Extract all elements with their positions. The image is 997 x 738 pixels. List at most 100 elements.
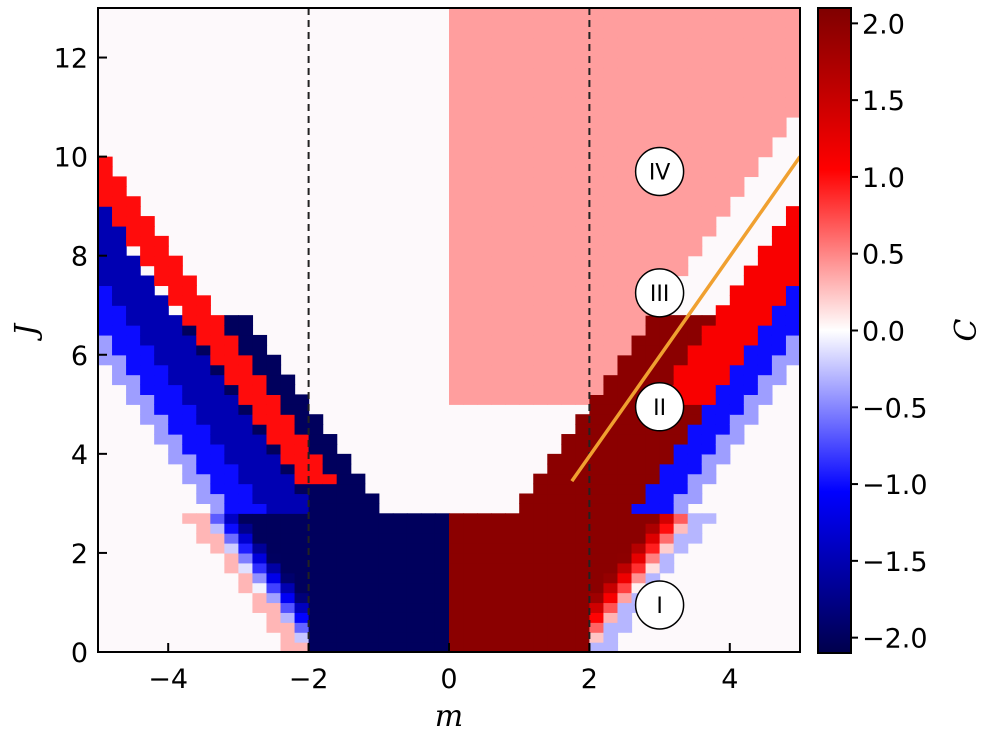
heatmap-cell: [645, 493, 661, 504]
heatmap-cell: [645, 483, 661, 495]
heatmap-cell: [449, 354, 464, 366]
heatmap-cell: [729, 77, 745, 88]
heatmap-cell: [294, 463, 310, 475]
heatmap-cell: [673, 533, 689, 544]
heatmap-cell: [687, 315, 703, 326]
y-tick-label: 2: [71, 539, 88, 570]
heatmap-cell: [743, 354, 759, 366]
heatmap-cell: [701, 216, 717, 227]
heatmap-cell: [519, 552, 534, 564]
heatmap-cell: [575, 602, 590, 613]
heatmap-cell: [617, 87, 633, 98]
heatmap-cell: [771, 344, 787, 356]
heatmap-cell: [519, 216, 534, 227]
heatmap-cell: [280, 503, 296, 514]
heatmap-cell: [519, 285, 534, 296]
heatmap-cell: [617, 503, 633, 514]
heatmap-cell: [589, 473, 605, 485]
y-tick-label: 4: [71, 440, 88, 471]
heatmap-cell: [617, 245, 633, 257]
heatmap-cell: [645, 552, 661, 564]
heatmap-cell: [449, 186, 464, 197]
heatmap-cell: [631, 503, 647, 514]
heatmap-cell: [547, 493, 562, 504]
heatmap-cell: [701, 424, 717, 435]
heatmap-cell: [505, 592, 520, 604]
heatmap-cell: [575, 463, 590, 475]
heatmap-cell: [729, 414, 745, 425]
heatmap-cell: [673, 473, 689, 485]
heatmap-cell: [392, 622, 408, 633]
heatmap-cell: [505, 216, 520, 227]
heatmap-cell: [140, 404, 155, 415]
heatmap-cell: [659, 206, 675, 217]
heatmap-cell: [210, 374, 225, 386]
heatmap-cell: [238, 404, 254, 415]
heatmap-cell: [631, 582, 647, 594]
heatmap-cell: [589, 572, 605, 584]
heatmap-cell: [196, 473, 211, 485]
heatmap-cell: [168, 394, 183, 405]
heatmap-cell: [280, 592, 296, 604]
heatmap-cell: [112, 285, 127, 296]
heatmap-cell: [701, 453, 717, 465]
heatmap-cell: [589, 493, 605, 504]
heatmap-cell: [406, 523, 422, 534]
heatmap-cell: [785, 325, 800, 336]
heatmap-cell: [392, 632, 408, 643]
heatmap-cell: [617, 453, 633, 465]
heatmap-cell: [112, 295, 127, 306]
heatmap-cell: [631, 196, 647, 207]
heatmap-cell: [547, 27, 562, 39]
heatmap-cell: [238, 384, 254, 395]
heatmap-cell: [463, 325, 478, 336]
heatmap-cell: [449, 592, 464, 604]
heatmap-cell: [715, 176, 731, 187]
heatmap-cell: [701, 354, 717, 366]
heatmap-cell: [645, 235, 661, 247]
heatmap-cell: [617, 612, 633, 623]
heatmap-cell: [350, 543, 366, 554]
heatmap-cell: [743, 107, 759, 118]
heatmap-cell: [673, 414, 689, 425]
heatmap-cell: [224, 493, 239, 504]
colorbar-tick-label: 1.0: [862, 163, 905, 194]
heatmap-cell: [266, 483, 282, 495]
heatmap-cell: [575, 642, 590, 652]
heatmap-cell: [463, 642, 478, 652]
heatmap-cell: [519, 315, 534, 326]
x-axis-label: m: [435, 699, 463, 734]
heatmap-cell: [673, 325, 689, 336]
heatmap-cell: [757, 374, 773, 386]
heatmap-cell: [112, 315, 127, 326]
heatmap-cell: [294, 503, 310, 514]
heatmap-cell: [785, 97, 800, 108]
heatmap-cell: [491, 8, 506, 19]
heatmap-cell: [785, 285, 800, 296]
heatmap-cell: [701, 404, 717, 415]
heatmap-cell: [280, 453, 296, 465]
heatmap-cell: [449, 17, 464, 29]
heatmap-cell: [617, 126, 633, 138]
heatmap-cell: [533, 642, 548, 652]
heatmap-cell: [280, 543, 296, 554]
heatmap-cell: [224, 543, 239, 554]
heatmap-cell: [603, 334, 619, 346]
heatmap-cell: [477, 513, 492, 524]
heatmap-cell: [224, 384, 239, 395]
heatmap-cell: [547, 533, 562, 544]
heatmap-cell: [575, 503, 590, 514]
heatmap-cell: [491, 602, 506, 613]
heatmap-cell: [308, 503, 324, 514]
heatmap-cell: [701, 206, 717, 217]
heatmap-cell: [392, 592, 408, 604]
heatmap-cell: [140, 305, 155, 316]
heatmap-cell: [589, 295, 605, 306]
heatmap-cell: [757, 295, 773, 306]
heatmap-cell: [266, 394, 282, 405]
heatmap-cell: [196, 384, 211, 395]
heatmap-cell: [266, 463, 282, 475]
heatmap-cell: [715, 166, 731, 178]
heatmap-cell: [617, 364, 633, 376]
heatmap-cell: [336, 523, 352, 534]
